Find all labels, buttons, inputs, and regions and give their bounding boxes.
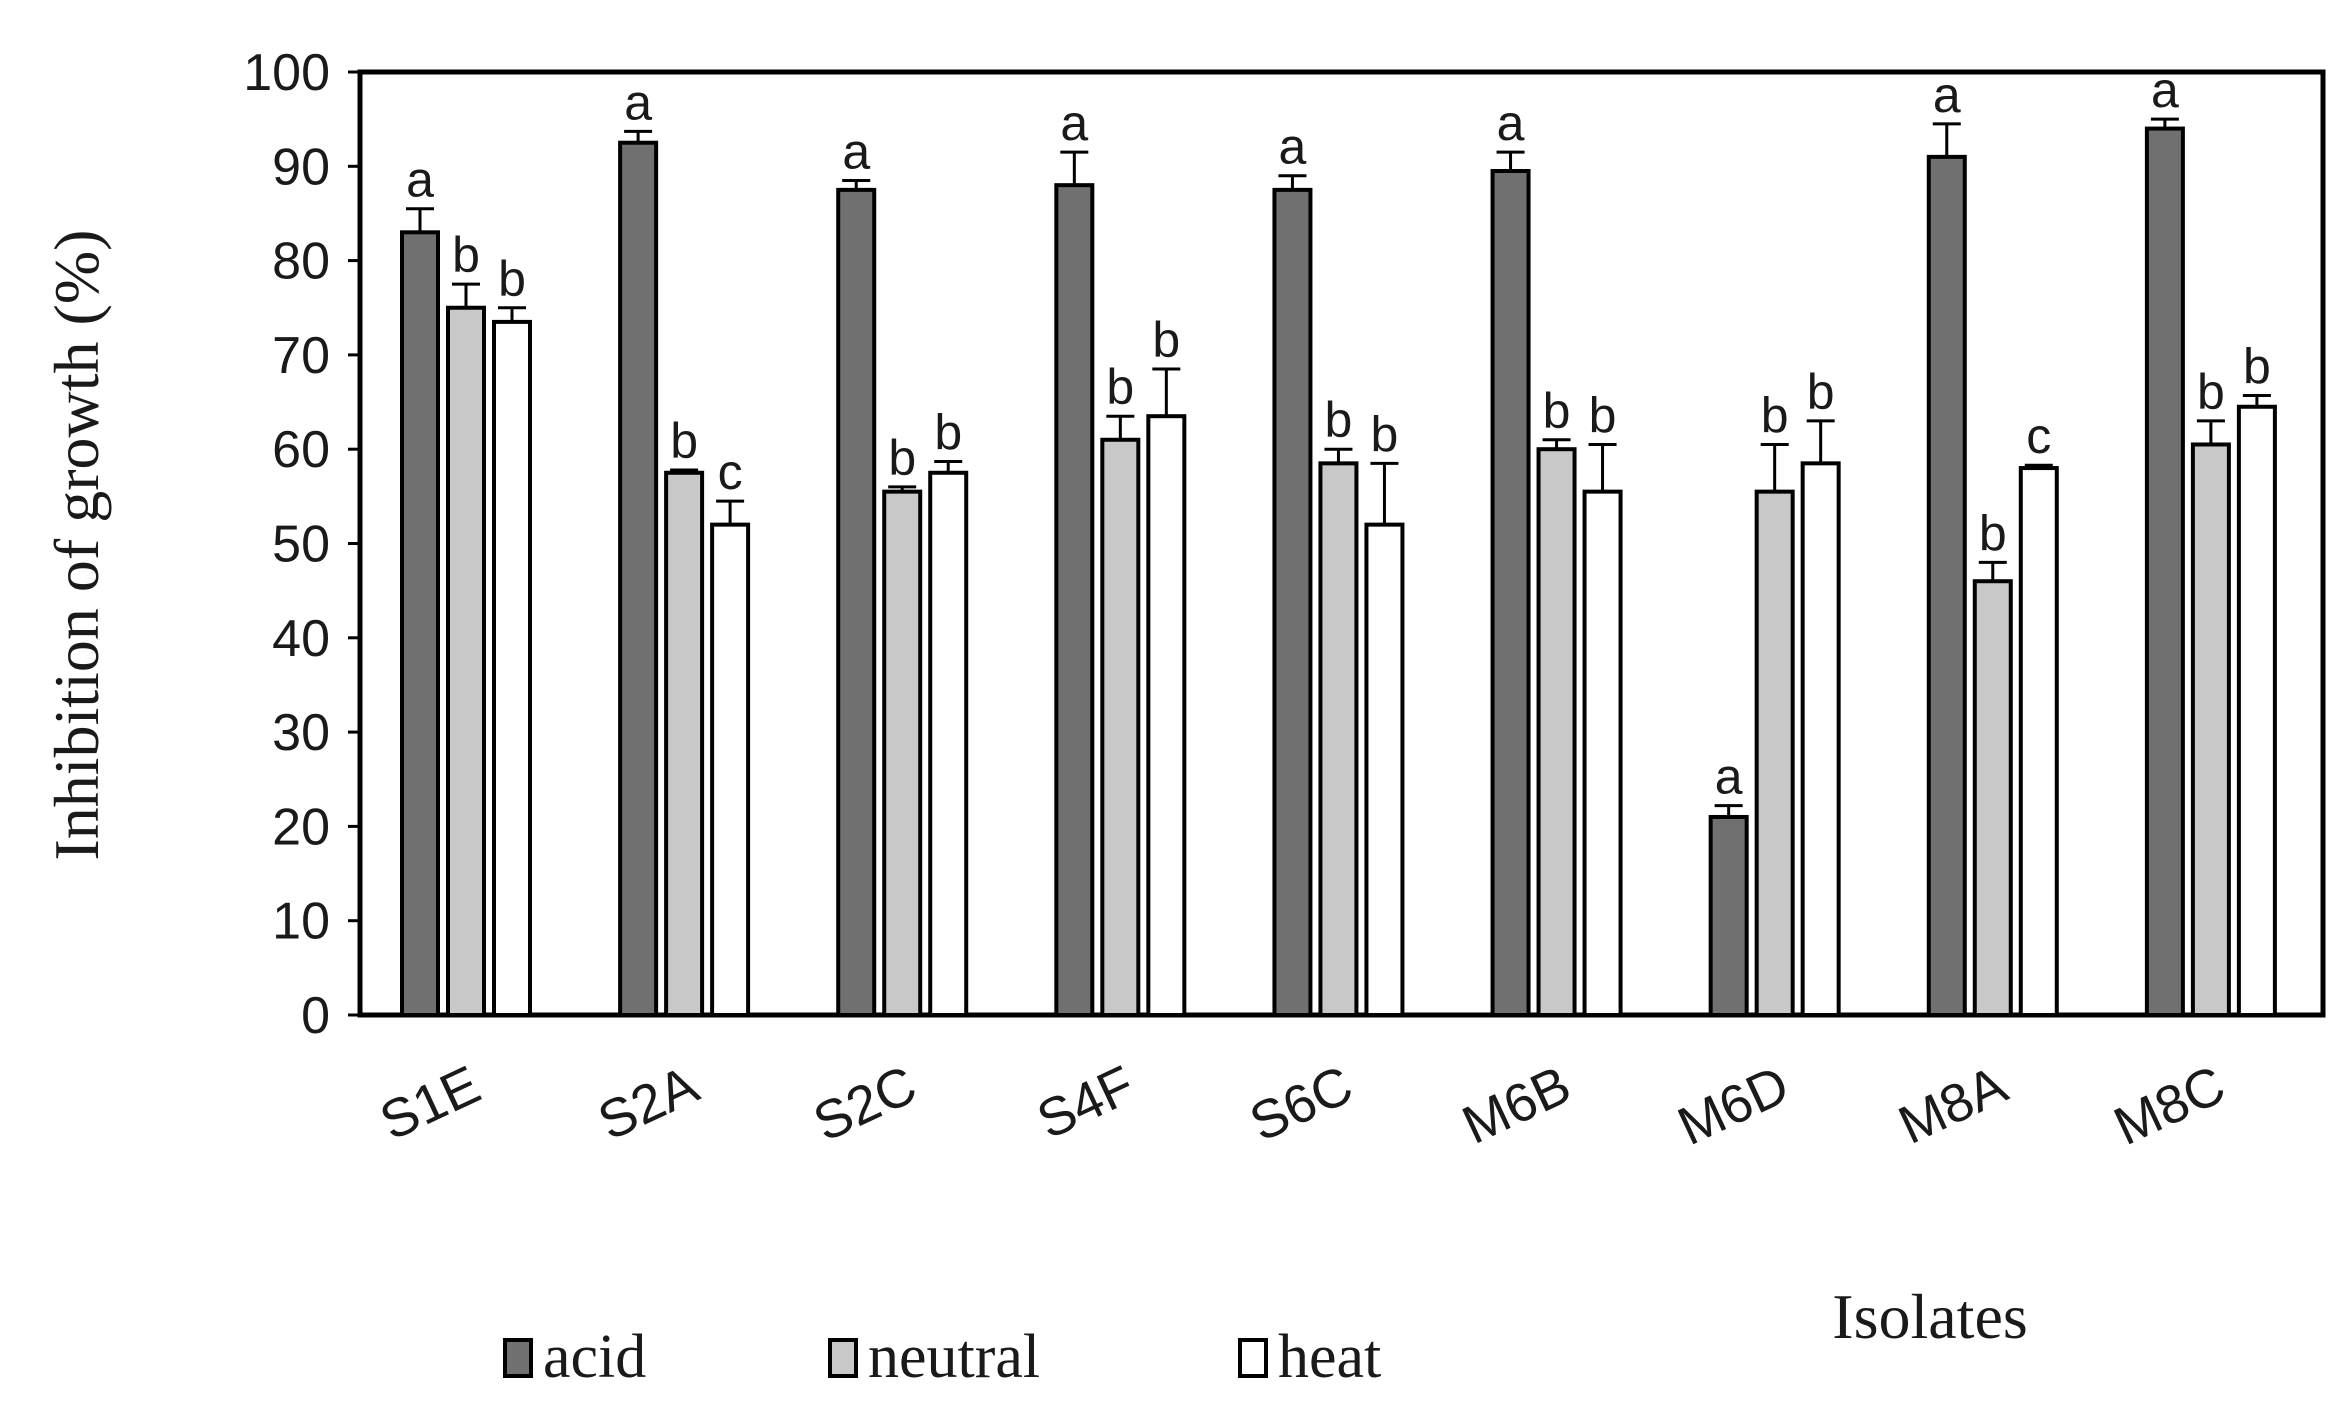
legend-label-heat: heat	[1278, 1323, 1381, 1391]
y-tick-label: 90	[272, 138, 330, 196]
x-tick-label: S4F	[1028, 1054, 1143, 1150]
significance-letter: b	[1106, 359, 1134, 415]
significance-letter: b	[498, 251, 526, 307]
bar-neutral-M6B	[1536, 447, 1577, 1017]
significance-letter: a	[842, 123, 870, 179]
bar-neutral-S1E	[446, 305, 486, 1017]
legend-swatch-acid	[503, 1338, 533, 1378]
x-tick-label: M6B	[1454, 1054, 1580, 1155]
bar-neutral-M8C	[2190, 442, 2231, 1017]
y-tick-label: 30	[272, 704, 330, 762]
x-axis-title: Isolates	[1832, 1281, 2028, 1352]
legend-swatch-neutral	[828, 1338, 858, 1378]
significance-letter: b	[2197, 364, 2225, 420]
bar-heat-S2C	[928, 470, 969, 1017]
bar-neutral-S4F	[1100, 437, 1141, 1017]
y-tick-label: 60	[272, 421, 330, 479]
x-tick-label: S2A	[589, 1054, 707, 1152]
x-tick-label: S2C	[805, 1054, 926, 1153]
significance-letter: b	[1761, 387, 1789, 443]
bar-heat-M8A	[2018, 466, 2059, 1017]
bar-neutral-M8A	[1972, 579, 2013, 1017]
bar-acid-M6D	[1708, 814, 1749, 1017]
bar-heat-S2A	[710, 522, 751, 1017]
x-tick-label: M6D	[1669, 1054, 1798, 1157]
significance-letter: a	[624, 74, 652, 130]
significance-letter: a	[1933, 67, 1961, 123]
legend-swatch-heat	[1238, 1338, 1268, 1378]
y-tick-label: 80	[272, 233, 330, 291]
bar-heat-M6B	[1582, 489, 1623, 1017]
bar-acid-M6B	[1490, 169, 1531, 1017]
bar-neutral-S6C	[1318, 461, 1359, 1018]
significance-letter: b	[452, 227, 480, 283]
bar-neutral-M6D	[1754, 489, 1795, 1017]
x-tick-label: S6C	[1241, 1054, 1362, 1153]
bar-acid-S2C	[836, 187, 877, 1017]
significance-letter: b	[934, 404, 962, 460]
bar-acid-S1E	[400, 230, 440, 1017]
y-tick-label: 40	[272, 610, 330, 668]
significance-letter: c	[718, 444, 743, 500]
bar-neutral-S2A	[664, 470, 705, 1017]
significance-letter: b	[1152, 312, 1180, 368]
y-tick-label: 50	[272, 516, 330, 574]
bar-heat-S1E	[492, 319, 532, 1017]
legend-label-acid: acid	[543, 1323, 646, 1391]
significance-letter: b	[670, 413, 698, 469]
x-tick-label: S1E	[371, 1054, 489, 1152]
significance-letter: a	[1715, 749, 1743, 805]
significance-letter: a	[1497, 95, 1525, 151]
legend: acid neutral heat	[503, 1323, 1381, 1391]
significance-letter: a	[406, 152, 434, 208]
significance-letter: b	[1543, 383, 1571, 439]
significance-letter: a	[1279, 119, 1307, 175]
y-axis-title: Inhibition of growth (%)	[41, 230, 112, 861]
significance-letter: b	[888, 430, 916, 486]
y-tick-label: 10	[272, 893, 330, 951]
legend-label-neutral: neutral	[868, 1323, 1040, 1391]
bar-acid-M8C	[2144, 126, 2185, 1017]
bar-acid-S6C	[1272, 187, 1313, 1017]
bar-heat-S4F	[1146, 414, 1187, 1017]
y-tick-label: 70	[272, 327, 330, 385]
bar-heat-S6C	[1364, 522, 1405, 1017]
significance-letter: b	[1589, 387, 1617, 443]
bar-acid-M8A	[1926, 154, 1967, 1017]
significance-letter: b	[1807, 364, 1835, 420]
y-tick-label: 0	[301, 987, 330, 1045]
bar-neutral-S2C	[882, 489, 923, 1017]
bar-acid-S4F	[1054, 183, 1095, 1018]
x-tick-label: M8C	[2105, 1054, 2234, 1157]
significance-letter: b	[2243, 338, 2271, 394]
bar-heat-M8C	[2236, 404, 2277, 1017]
significance-letter: a	[2151, 62, 2179, 118]
significance-letter: a	[1060, 95, 1088, 151]
bar-acid-S2A	[618, 140, 659, 1018]
y-tick-label: 20	[272, 798, 330, 856]
x-tick-label: M8A	[1890, 1054, 2016, 1155]
significance-letter: b	[1325, 392, 1353, 448]
bar-heat-M6D	[1800, 461, 1841, 1018]
y-tick-label: 100	[243, 44, 330, 102]
significance-letter: b	[1979, 505, 2007, 561]
significance-letter: c	[2026, 408, 2051, 464]
significance-letter: b	[1371, 406, 1399, 462]
